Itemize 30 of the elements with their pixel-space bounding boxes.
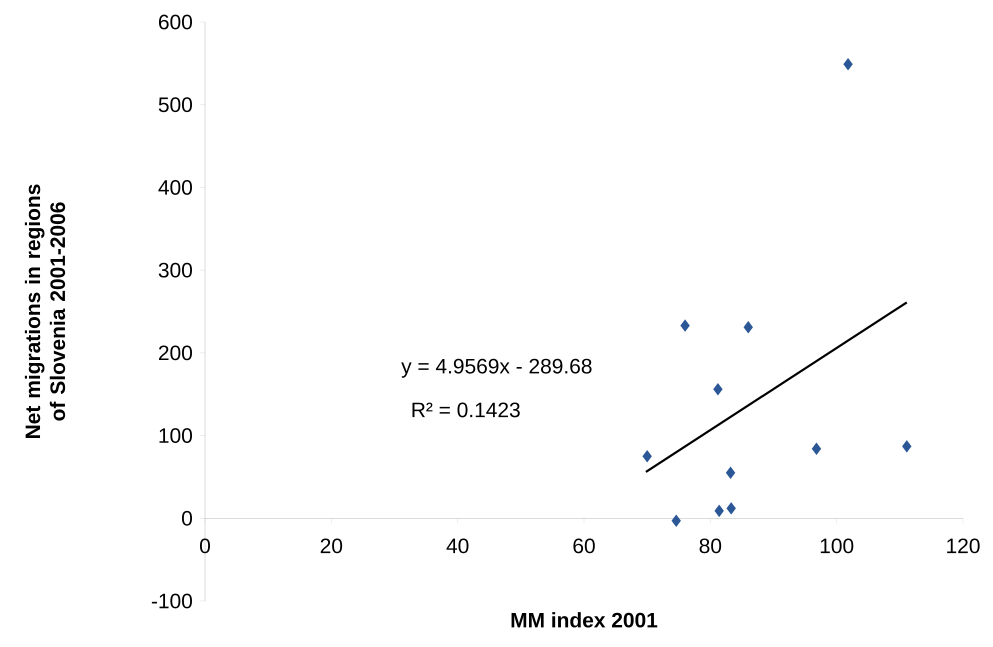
y-axis-title: Net migrations in regions of Slovenia 2001-2006: [24, 184, 66, 438]
point: [902, 440, 912, 453]
y-tick-label: 500: [158, 97, 192, 112]
x-axis-title: MM index 2001: [512, 612, 658, 628]
point: [744, 321, 753, 334]
annotation: y = 4.9569x - 289.68: [401, 358, 592, 378]
x-tick-label: 100: [820, 538, 854, 554]
point: [726, 466, 736, 479]
x-tick-label: 0: [200, 538, 210, 554]
point: [714, 504, 724, 518]
y-tick-label: 300: [158, 262, 192, 278]
x-tick-label: 120: [947, 538, 980, 554]
point: [713, 383, 723, 396]
x-tick-label: 40: [446, 538, 468, 554]
y-tick-label: 600: [158, 14, 192, 30]
y-tick-label: -100: [152, 594, 192, 608]
y-tick-label: 0: [182, 510, 192, 526]
point: [642, 450, 652, 462]
point: [843, 58, 853, 70]
point: [726, 502, 736, 515]
y-tick-label: 200: [158, 345, 192, 360]
annotation: R² = 0.1423: [412, 402, 520, 418]
y-tick-label: 400: [158, 180, 192, 195]
x-tick-label: 80: [700, 538, 722, 554]
point: [680, 319, 690, 332]
x-tick-label: 20: [320, 538, 342, 554]
y-tick-label: 100: [160, 428, 192, 443]
point: [812, 442, 822, 456]
point: [672, 514, 681, 527]
x-tick-label: 60: [573, 538, 595, 554]
